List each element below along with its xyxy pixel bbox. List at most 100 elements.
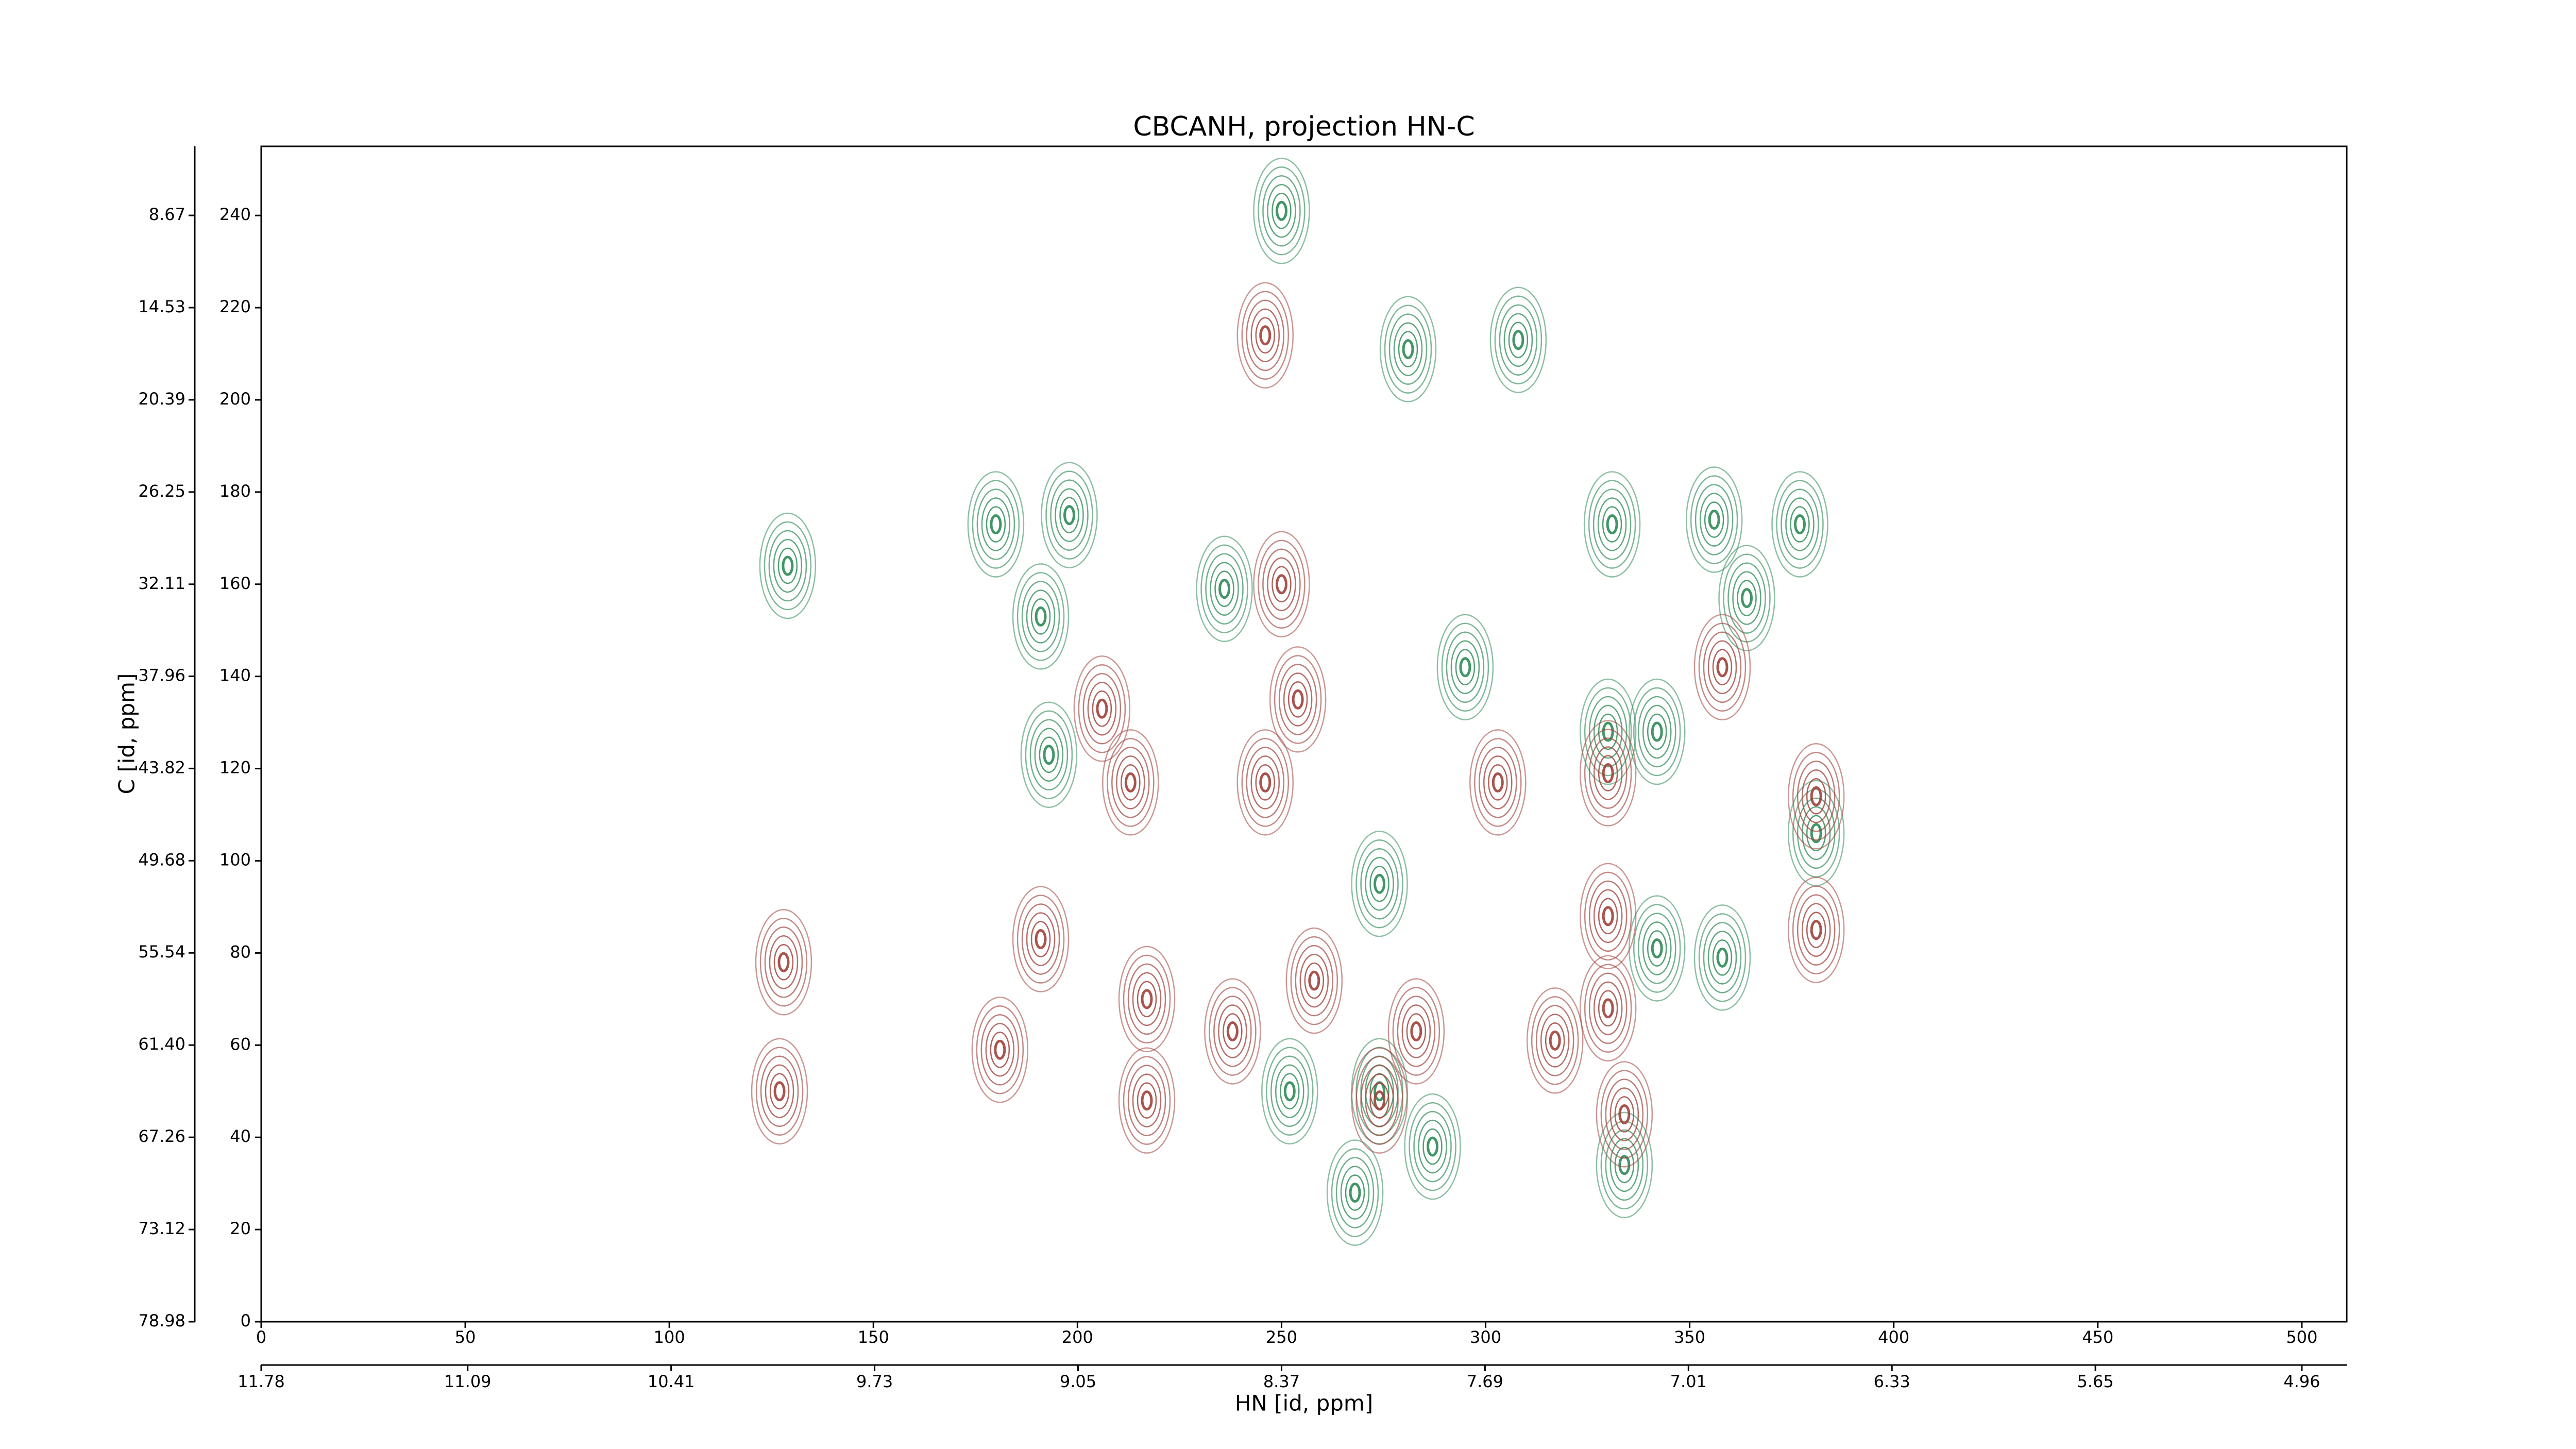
contour-ring <box>1737 580 1757 616</box>
contour-ring <box>1596 1061 1653 1168</box>
x-tick-label: 400 <box>1878 1327 1909 1347</box>
x2-tick-label: 7.69 <box>1467 1372 1503 1391</box>
contour-peak <box>1787 743 1845 850</box>
contour-ring <box>1124 772 1137 793</box>
contour-ring <box>1401 1004 1431 1058</box>
contour-ring <box>1340 1166 1370 1220</box>
contour-ring <box>1308 970 1320 991</box>
contour-ring <box>769 1073 790 1109</box>
contour-ring <box>1694 484 1734 555</box>
contour-peak <box>1020 701 1078 808</box>
contour-ring <box>1703 631 1742 703</box>
contour-ring <box>1404 1093 1461 1200</box>
contour-ring <box>1588 696 1628 768</box>
contour-ring <box>1628 678 1686 785</box>
x-tick-label: 100 <box>654 1327 685 1347</box>
contour-peak <box>1685 466 1743 573</box>
contour-ring <box>1253 531 1310 638</box>
contour-ring <box>1388 313 1428 385</box>
contour-ring <box>1274 655 1322 744</box>
contour-ring <box>1021 581 1060 652</box>
contour-ring <box>1489 287 1547 393</box>
contour-ring <box>1588 972 1628 1044</box>
contour-peak <box>971 996 1029 1103</box>
contour-ring <box>1637 696 1676 768</box>
contour-ring <box>1123 954 1171 1044</box>
contour-ring <box>1588 480 1636 569</box>
contour-ring <box>1275 574 1287 595</box>
contour-ring <box>1393 322 1423 376</box>
x-tick-label: 300 <box>1470 1327 1501 1347</box>
contour-peak <box>1469 729 1527 836</box>
contour-ring <box>1295 945 1334 1017</box>
contour-peak <box>1012 886 1070 992</box>
contour-ring <box>1708 510 1720 530</box>
x-tick-label: 450 <box>2082 1327 2113 1347</box>
contour-ring <box>1584 687 1632 777</box>
contour-ring <box>1073 655 1131 762</box>
contour-ring <box>1118 946 1176 1053</box>
contour-ring <box>1141 1090 1153 1111</box>
contour-ring <box>1132 972 1162 1026</box>
contour-ring <box>1797 894 1836 966</box>
contour-peak <box>1269 646 1327 753</box>
contour-ring <box>1628 895 1686 1002</box>
contour-ring <box>1642 921 1672 975</box>
plot-frame <box>260 145 2348 1323</box>
contour-ring <box>1810 823 1822 844</box>
contour-peak <box>1596 1111 1653 1219</box>
contour-ring <box>1218 579 1231 599</box>
contour-ring <box>1727 562 1766 634</box>
contour-ring <box>1579 678 1637 785</box>
y2-tick-label: 78.98 <box>138 1311 185 1330</box>
contour-ring <box>764 521 812 611</box>
contour-ring <box>981 497 1011 551</box>
y-tick-label: 20 <box>230 1219 251 1238</box>
y2-tick-label: 61.40 <box>138 1034 185 1054</box>
y2-tick-label: 73.12 <box>138 1219 185 1238</box>
contour-ring <box>994 1039 1006 1060</box>
contour-ring <box>1602 506 1622 543</box>
contour-ring <box>1255 317 1275 353</box>
contour-ring <box>1693 614 1751 721</box>
contour-peak <box>1118 946 1176 1053</box>
contour-peak <box>1236 282 1294 389</box>
contour-peak <box>1579 678 1637 785</box>
contour-ring <box>1441 622 1489 712</box>
contour-ring <box>1255 764 1275 801</box>
contour-ring <box>1492 772 1504 793</box>
contour-ring <box>769 935 799 989</box>
contour-peak <box>1204 978 1261 1085</box>
contour-ring <box>1605 1129 1644 1201</box>
contour-ring <box>1618 1155 1631 1175</box>
contour-ring <box>1436 614 1494 721</box>
contour-ring <box>1365 856 1394 911</box>
contour-ring <box>1483 755 1513 810</box>
contour-ring <box>1078 664 1126 753</box>
contour-ring <box>1349 1183 1361 1203</box>
contour-peak <box>1436 614 1494 721</box>
y2-tick-label: 14.53 <box>138 297 185 316</box>
contour-ring <box>1797 761 1836 832</box>
contour-ring <box>1598 990 1618 1026</box>
contour-ring <box>1121 764 1141 801</box>
y2-tick-label: 67.26 <box>138 1126 185 1146</box>
contour-ring <box>1304 962 1325 999</box>
contour-ring <box>1026 912 1056 966</box>
contour-ring <box>1258 540 1306 629</box>
contour-ring <box>1633 904 1681 993</box>
contour-ring <box>1716 657 1728 678</box>
contour-ring <box>1043 745 1055 765</box>
contour-peak <box>1628 895 1686 1002</box>
contour-peak <box>1118 1047 1176 1154</box>
contour-ring <box>1123 1056 1171 1145</box>
contour-ring <box>1236 282 1294 389</box>
contour-peak <box>1579 863 1637 970</box>
contour-ring <box>1374 1090 1386 1111</box>
contour-ring <box>1250 308 1280 362</box>
contour-ring <box>1698 913 1747 1002</box>
contour-ring <box>1012 563 1070 670</box>
contour-ring <box>1647 713 1667 750</box>
contour-ring <box>1223 1013 1243 1050</box>
contour-ring <box>1092 690 1112 727</box>
